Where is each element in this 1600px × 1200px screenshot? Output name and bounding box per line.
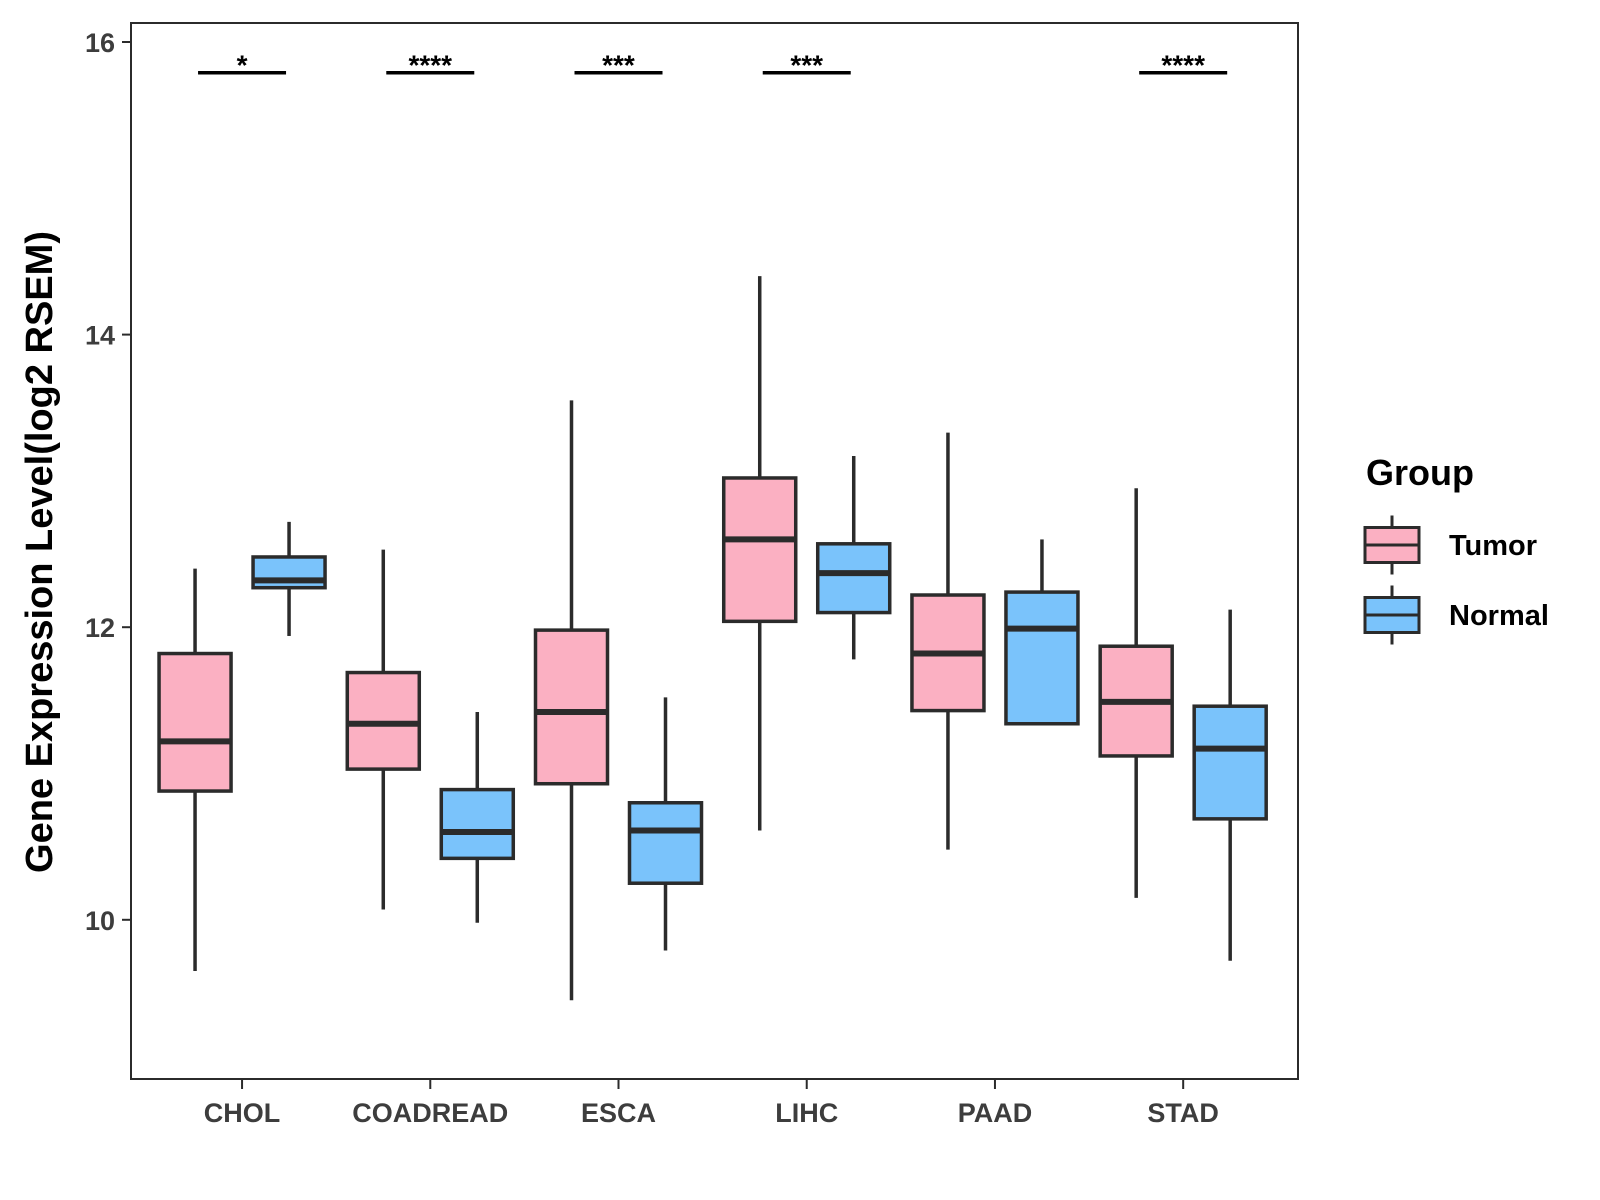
x-tick-label: ESCA (581, 1098, 656, 1128)
x-tick-label: PAAD (958, 1098, 1033, 1128)
legend-title: Group (1366, 452, 1474, 493)
plot-border (130, 22, 1299, 1080)
legend-label-normal: Normal (1449, 600, 1549, 632)
legend: Group Tumor Normal (1363, 452, 1549, 645)
significance-label: **** (1161, 50, 1205, 81)
box-tumor (721, 476, 798, 624)
significance-label: * (237, 50, 248, 81)
x-tick-label: COADREAD (352, 1098, 508, 1128)
axes: 10 12 14 16 CHOL COADREAD ESCA LIHC PAAD STAD (85, 28, 1219, 1128)
y-axis-title: Gene Expression Level(log2 RSEM) (19, 231, 61, 873)
y-tick-label: 12 (85, 613, 115, 643)
box-tumor (533, 628, 610, 786)
y-tick-label: 10 (85, 906, 115, 936)
significance-label: *** (790, 50, 823, 81)
x-tick-label: STAD (1147, 1098, 1219, 1128)
box-normal (1004, 590, 1080, 726)
plot-area: * **** *** *** **** (157, 50, 1268, 1001)
box-normal (1192, 704, 1268, 821)
y-tick-label: 16 (85, 28, 115, 58)
box-normal (815, 542, 892, 615)
box-normal (627, 801, 704, 885)
x-tick-label: CHOL (204, 1098, 281, 1128)
y-tick-label: 14 (85, 321, 115, 351)
significance-label: *** (602, 50, 635, 81)
box-tumor (157, 651, 233, 793)
significance-label: **** (408, 50, 452, 81)
box-normal (439, 787, 516, 861)
legend-label-tumor: Tumor (1449, 530, 1537, 562)
x-tick-label: LIHC (775, 1098, 838, 1128)
